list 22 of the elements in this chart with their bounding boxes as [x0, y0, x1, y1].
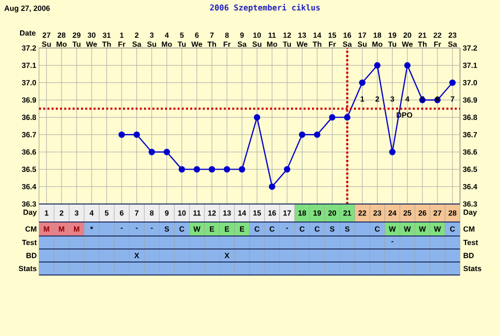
point: [178, 166, 186, 173]
point: [164, 148, 170, 156]
point: [268, 183, 276, 190]
point: [208, 166, 216, 173]
point: [359, 79, 366, 86]
point: [329, 114, 336, 121]
point: [134, 131, 140, 138]
chart-title: 2006 Szeptemberi ciklus: [210, 4, 320, 12]
point: [284, 166, 290, 173]
point: [449, 79, 456, 86]
point: [404, 62, 411, 69]
point: [238, 166, 246, 173]
point: [344, 114, 350, 121]
point: [148, 148, 155, 156]
point: [298, 131, 306, 138]
point: [194, 166, 200, 173]
point: [224, 166, 230, 173]
point: [389, 148, 396, 156]
point: [254, 114, 260, 121]
point: [118, 131, 125, 138]
point: [374, 62, 381, 69]
point: [314, 131, 320, 138]
